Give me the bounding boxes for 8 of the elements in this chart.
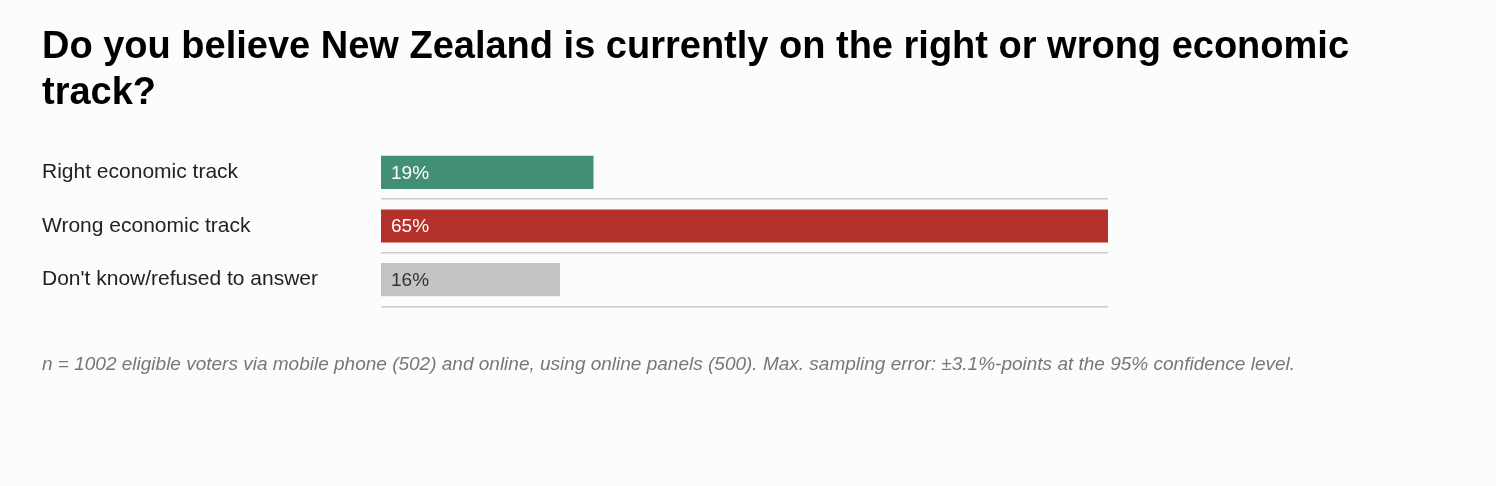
text: n = 1002 eligible voters via mobile phone (502) and online, using online panels (500). Max. sampling error: ±3.1%-points at the 95% confidence level. (42, 352, 1297, 376)
data-label: 65% (391, 215, 430, 237)
y-tick-label: Right economic track (42, 159, 239, 183)
y-tick-label: Wrong economic track (42, 212, 252, 236)
chart-title: Do you believe New Zealand is currently on the right or wrong economic track? (42, 23, 1350, 114)
data-label: 19% (391, 161, 430, 183)
data-label: 16% (391, 268, 430, 290)
y-tick-label: Don't know/refused to answer (42, 266, 318, 290)
